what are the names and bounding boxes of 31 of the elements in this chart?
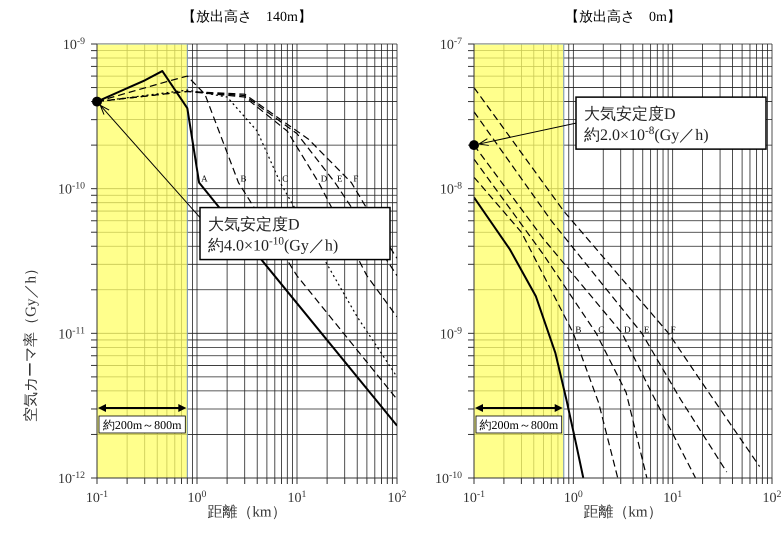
y-axis-title: 空気カーマ率（Gy／h） <box>22 261 40 422</box>
y-tick-label: 10$^{-10}$ <box>434 470 462 487</box>
y-tick-label: 10$^{-11}$ <box>58 324 86 342</box>
y-tick-label: 10$^{-7}$ <box>440 36 462 53</box>
annotation: 大気安定度D 約2.0×10$^{-8}$(Gy／h) <box>584 105 709 144</box>
series-label: E <box>337 174 344 184</box>
series-label: D <box>624 324 632 334</box>
x-axis-title: 距離（km） <box>583 504 663 521</box>
band-label: 約200m～800m <box>480 418 559 432</box>
x-axis-title: 距離（km） <box>207 504 287 521</box>
annotation: 大気安定度D 約4.0×10$^{-10}$(Gy／h) <box>208 216 338 255</box>
series-label: B <box>575 324 582 334</box>
y-tick-label: 10$^{-8}$ <box>440 180 462 198</box>
x-tick-label: 10$^{2}$ <box>388 488 407 506</box>
y-tick-label: 10$^{-12}$ <box>58 470 86 487</box>
chart-title: 【放出高さ 0m】 <box>564 8 682 26</box>
y-tick-label: 10$^{-10}$ <box>58 180 86 198</box>
x-tick-label: 10$^{2}$ <box>762 488 782 506</box>
y-tick-label: 10$^{-9}$ <box>440 324 462 342</box>
x-tick-label: 10$^{1}$ <box>288 488 307 506</box>
x-tick-label: 10$^{-1}$ <box>462 488 486 506</box>
x-tick-label: 10$^{-1}$ <box>86 488 108 506</box>
x-tick-label: 10$^{1}$ <box>663 488 682 506</box>
x-tick-label: 10$^{0}$ <box>564 488 583 506</box>
x-tick-label: 10$^{0}$ <box>188 488 207 506</box>
chart-title: 【放出高さ 140m】 <box>181 8 313 26</box>
band-label: 約200m～800m <box>102 418 182 432</box>
series-label: D <box>320 174 328 184</box>
y-tick-label: 10$^{-9}$ <box>62 36 86 53</box>
series-label: E <box>644 324 650 334</box>
series-label: A <box>201 174 208 184</box>
